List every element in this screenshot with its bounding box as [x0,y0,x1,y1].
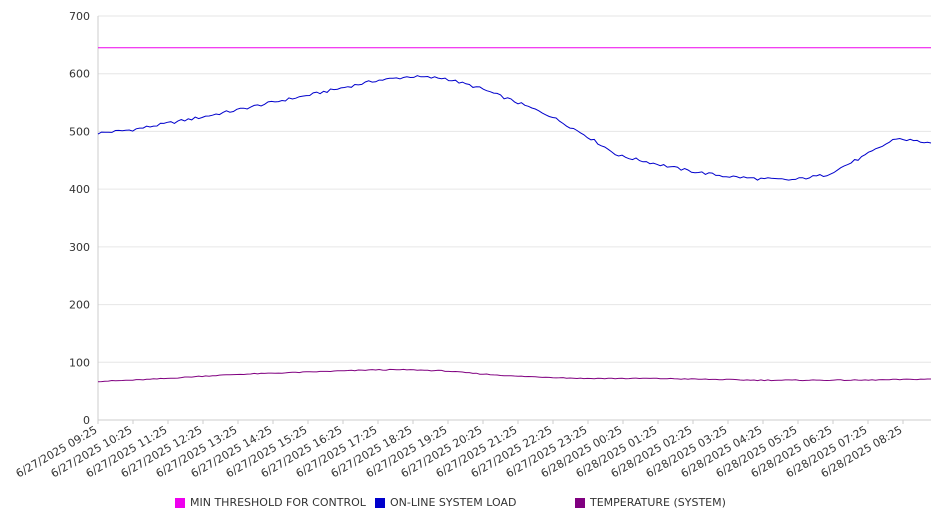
y-tick-label: 600 [69,68,90,81]
y-tick-label: 500 [69,125,90,138]
legend-label-system-load: ON-LINE SYSTEM LOAD [390,496,517,509]
y-tick-label: 100 [69,356,90,369]
series-line-2 [97,368,931,383]
gridlines [98,15,931,363]
line-chart: 0 100 200 300 400 500 600 700 6/27/2025 09:256/… [14,10,932,480]
x-tick-labels: 6/27/2025 09:256/27/2025 10:256/27/2025 … [14,423,905,480]
y-tick-labels: 0 100 200 300 400 500 600 700 [69,10,90,427]
series-line-1 [97,75,932,181]
legend-item-system-load[interactable]: ON-LINE SYSTEM LOAD [375,496,516,509]
y-tick-label: 200 [69,299,90,312]
legend-item-temperature[interactable]: TEMPERATURE (SYSTEM) [575,496,726,509]
legend-swatch-system-load [375,497,385,508]
y-tick-label: 700 [69,10,90,23]
series-lines [97,47,932,383]
legend-label-threshold: MIN THRESHOLD FOR CONTROL [190,496,366,509]
legend: MIN THRESHOLD FOR CONTROL ON-LINE SYSTEM… [0,496,946,516]
legend-item-threshold[interactable]: MIN THRESHOLD FOR CONTROL [175,496,366,509]
axes [97,16,931,424]
y-tick-label: 400 [69,183,90,196]
y-tick-label: 0 [83,414,90,427]
y-tick-label: 300 [69,241,90,254]
legend-swatch-threshold [175,497,185,508]
legend-label-temperature: TEMPERATURE (SYSTEM) [590,496,726,509]
legend-swatch-temperature [575,497,585,508]
